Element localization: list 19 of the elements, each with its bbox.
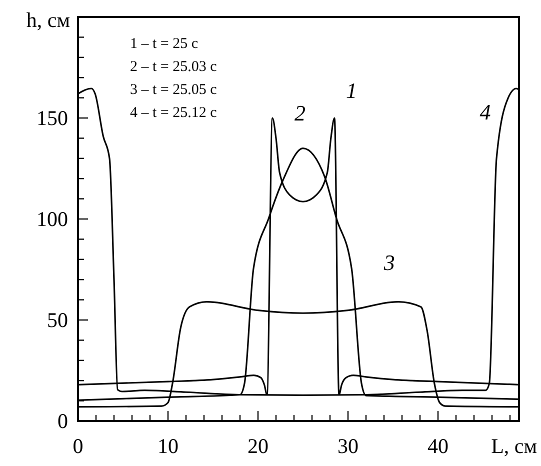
series-label: 3 (382, 250, 395, 275)
annotation: 3 – t = 25.05 c (130, 82, 218, 98)
x-tick-label: 40 (428, 434, 448, 458)
x-axis-title: L, см (491, 434, 537, 458)
x-tick-label: 0 (72, 434, 84, 458)
annotation: 4 – t = 25.12 c (130, 105, 218, 121)
y-tick-label: 50 (47, 308, 68, 332)
y-axis-title: h, см (26, 8, 70, 32)
x-tick-label: 30 (338, 434, 358, 458)
series-label: 4 (480, 100, 491, 125)
x-tick-label: 20 (248, 434, 268, 458)
y-tick-label: 150 (36, 106, 68, 130)
y-tick-label: 100 (36, 207, 68, 231)
series-label: 1 (346, 78, 357, 103)
x-tick-label: 10 (158, 434, 178, 458)
y-tick-label: 0 (58, 409, 68, 433)
annotation: 2 – t = 25.03 c (130, 59, 218, 75)
annotation: 1 – t = 25 c (130, 36, 198, 52)
series-label: 2 (294, 100, 306, 126)
